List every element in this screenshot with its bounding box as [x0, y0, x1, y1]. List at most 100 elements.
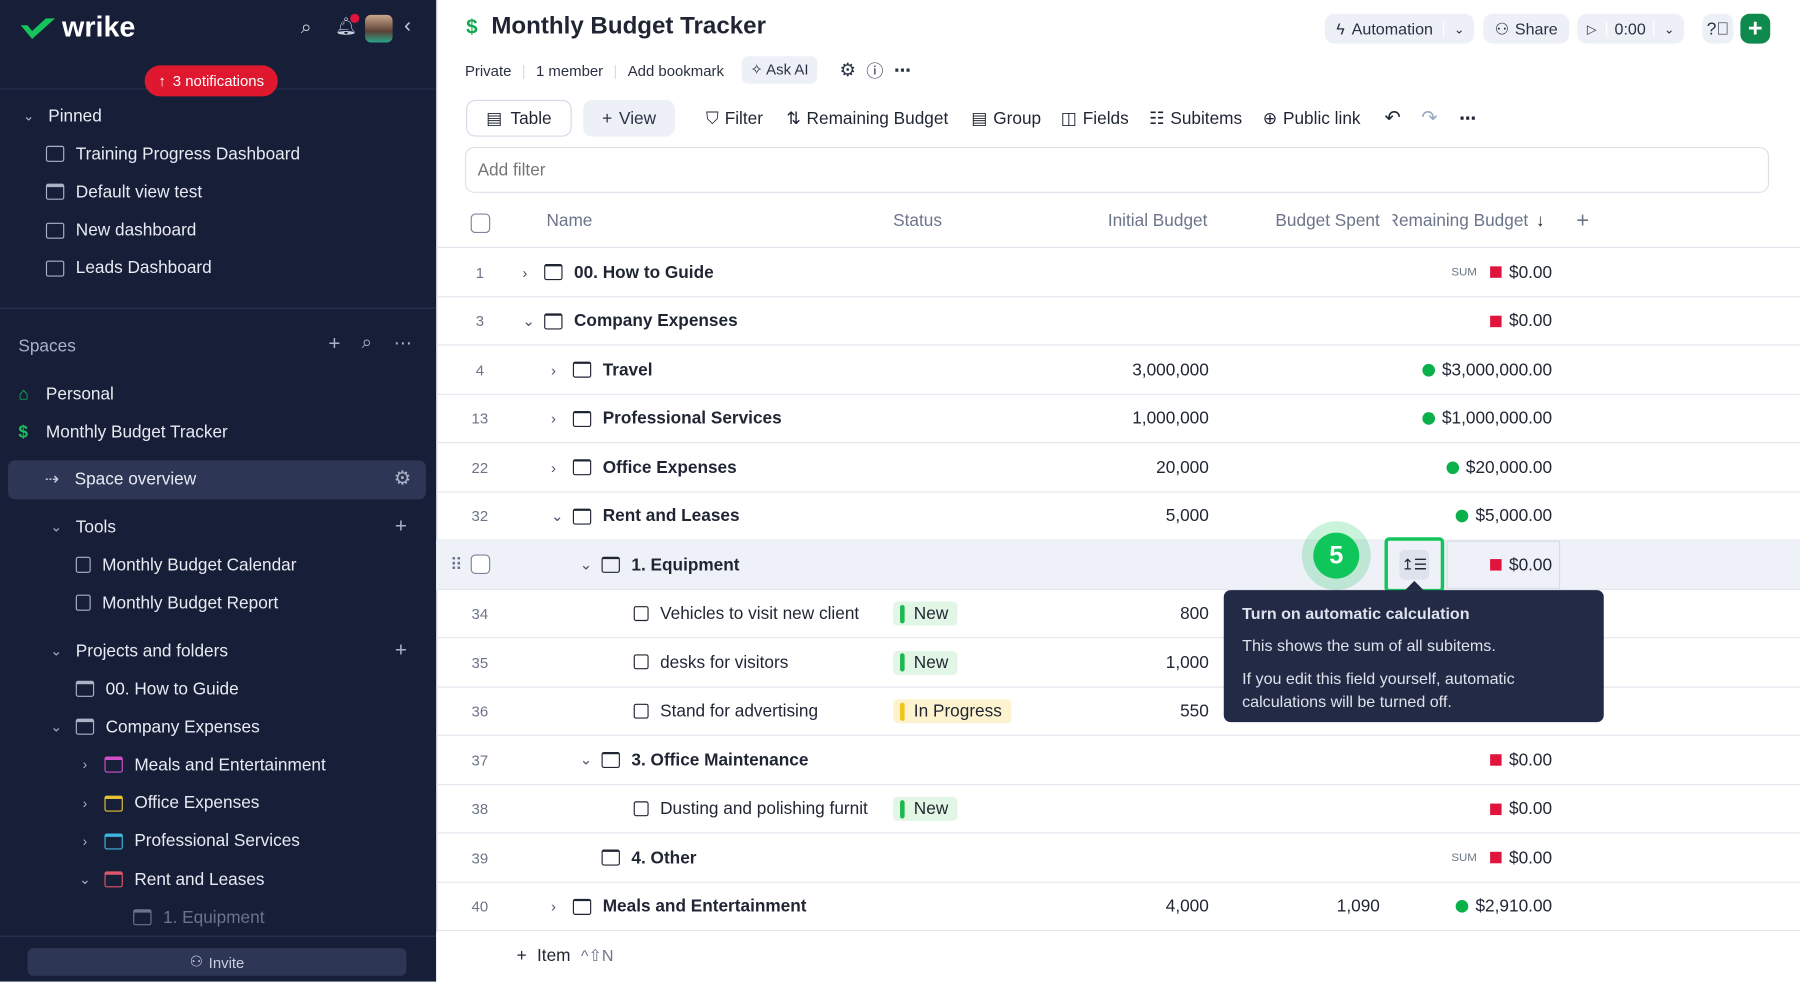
column-remaining-budget[interactable]: Remaining Budget: [1392, 211, 1528, 231]
pinned-item[interactable]: Training Progress Dashboard: [45, 137, 300, 171]
remaining-budget[interactable]: SUM $0.00: [1451, 262, 1553, 282]
privacy-button[interactable]: Private: [464, 61, 512, 79]
table-row[interactable]: ⠿ ⌄ 1. Equipment $0.00: [436, 540, 1800, 590]
space-personal[interactable]: ⌂ Personal: [18, 384, 114, 404]
select-all-checkbox[interactable]: [470, 213, 491, 234]
invite-button[interactable]: ⚇ Invite: [27, 948, 407, 976]
timer-control[interactable]: ▷ 0:00 ⌄: [1577, 13, 1685, 44]
drag-handle-icon[interactable]: ⠿: [450, 555, 463, 576]
item-name[interactable]: Stand for advertising: [660, 701, 819, 721]
project-tree-item[interactable]: › Meals and Entertainment: [77, 748, 326, 782]
budget-spent[interactable]: 1,090: [1336, 896, 1380, 917]
chevron-right-icon[interactable]: ›: [82, 833, 88, 850]
item-name[interactable]: desks for visitors: [660, 652, 789, 673]
pinned-item[interactable]: New dashboard: [45, 213, 196, 247]
item-name[interactable]: 3. Office Maintenance: [631, 750, 809, 770]
remaining-budget[interactable]: $20,000.00: [1446, 443, 1552, 491]
pinned-item[interactable]: Default view test: [45, 175, 202, 209]
tool-calendar[interactable]: Monthly Budget Calendar: [75, 548, 297, 582]
redo-icon[interactable]: ↷: [1421, 106, 1438, 129]
table-row[interactable]: 3 ⌄ Company Expenses $0.00: [436, 297, 1800, 346]
status-cell[interactable]: In Progress: [893, 687, 1012, 735]
remaining-budget[interactable]: $0.00: [1490, 541, 1552, 589]
status-cell[interactable]: New: [893, 589, 958, 637]
item-name[interactable]: Rent and Leases: [602, 506, 740, 526]
table-row[interactable]: 37 ⌄ 3. Office Maintenance $0.00: [436, 736, 1800, 785]
ask-ai-button[interactable]: ✧ Ask AI: [741, 56, 818, 84]
sort-desc-icon[interactable]: ↓: [1536, 211, 1545, 231]
project-tree-item[interactable]: 00. How to Guide: [48, 672, 239, 706]
chevron-right-icon[interactable]: ›: [551, 409, 557, 428]
table-row[interactable]: 1 › 00. How to Guide SUM $0.00: [436, 248, 1800, 297]
notifications-button[interactable]: ↑ 3 notifications: [144, 65, 278, 97]
chevron-right-icon[interactable]: ›: [551, 458, 557, 476]
chevron-down-icon[interactable]: ⌄: [522, 311, 535, 329]
add-bookmark-button[interactable]: Add bookmark: [627, 61, 724, 79]
remaining-budget[interactable]: $1,000,000.00: [1422, 394, 1552, 442]
chevron-right-icon[interactable]: ›: [551, 897, 557, 915]
chevron-down-icon[interactable]: ⌄: [1443, 21, 1474, 37]
table-row[interactable]: 22 › Office Expenses 20,000 $20,000.00: [436, 443, 1800, 492]
undo-icon[interactable]: ↶: [1384, 106, 1401, 129]
play-icon[interactable]: ▷: [1577, 21, 1608, 37]
chevron-right-icon[interactable]: ›: [551, 361, 557, 379]
chevron-right-icon[interactable]: ›: [82, 795, 88, 812]
subitems-button[interactable]: ☷ Subitems: [1149, 108, 1243, 129]
more-icon[interactable]: ⋯: [1459, 109, 1477, 129]
item-name[interactable]: Dusting and polishing furnit: [660, 799, 868, 819]
collapse-sidebar-icon[interactable]: ‹: [404, 13, 411, 37]
tools-section-toggle[interactable]: ⌄ Tools: [48, 510, 116, 544]
table-row[interactable]: 4 › Travel 3,000,000 $3,000,000.00: [436, 346, 1800, 395]
initial-budget[interactable]: 3,000,000: [1132, 359, 1209, 380]
initial-budget[interactable]: 4,000: [1165, 896, 1209, 917]
project-tree-item[interactable]: ⌄ Rent and Leases: [77, 862, 264, 896]
public-link-button[interactable]: ⊕ Public link: [1262, 108, 1361, 129]
filter-button[interactable]: ⛉ Filter: [706, 108, 763, 129]
remaining-budget[interactable]: $3,000,000.00: [1422, 346, 1552, 394]
table-row[interactable]: 13 › Professional Services 1,000,000 $1,000,…: [436, 394, 1800, 444]
avatar[interactable]: [365, 14, 393, 43]
remaining-budget[interactable]: $0.00: [1490, 785, 1552, 833]
initial-budget[interactable]: 1,000: [1165, 652, 1209, 673]
tool-report[interactable]: Monthly Budget Report: [75, 585, 278, 619]
table-row[interactable]: 32 ⌄ Rent and Leases 5,000 $5,000.00: [436, 492, 1800, 541]
create-button[interactable]: +: [1740, 13, 1771, 44]
auto-calculation-button[interactable]: ↥☰: [1399, 549, 1430, 580]
table-row[interactable]: 39 4. Other SUM $0.00: [436, 833, 1800, 883]
item-name[interactable]: Travel: [602, 359, 653, 380]
sort-button[interactable]: ⇅ Remaining Budget: [786, 108, 949, 129]
project-tree-item[interactable]: 1. Equipment: [106, 900, 264, 934]
initial-budget[interactable]: 1,000,000: [1132, 408, 1209, 429]
more-icon[interactable]: ⋯: [893, 60, 912, 81]
add-project-icon[interactable]: +: [394, 638, 407, 662]
initial-budget[interactable]: 550: [1180, 701, 1209, 721]
fields-button[interactable]: ◫ Fields: [1060, 108, 1129, 129]
project-tree-item[interactable]: › Office Expenses: [77, 786, 260, 820]
projects-section-toggle[interactable]: ⌄ Projects and folders: [48, 634, 228, 668]
tab-table[interactable]: ▤ Table: [466, 99, 572, 137]
share-button[interactable]: ⚇ Share: [1483, 13, 1570, 44]
chevron-down-icon[interactable]: ⌄: [579, 555, 593, 573]
table-row[interactable]: 38 Dusting and polishing furnit New $0.00: [436, 785, 1800, 834]
chevron-right-icon[interactable]: ›: [82, 756, 88, 774]
space-monthly-budget-tracker[interactable]: $ Monthly Budget Tracker: [18, 421, 228, 442]
chevron-right-icon[interactable]: ›: [522, 263, 528, 281]
remaining-budget[interactable]: SUM $0.00: [1451, 847, 1553, 868]
initial-budget[interactable]: 5,000: [1165, 506, 1209, 526]
column-status[interactable]: Status: [893, 211, 942, 231]
remaining-budget[interactable]: $0.00: [1490, 297, 1552, 345]
initial-budget[interactable]: 800: [1180, 603, 1209, 624]
members-button[interactable]: 1 member: [535, 61, 604, 79]
table-row[interactable]: 34 Vehicles to visit new client New 800: [436, 589, 1800, 639]
item-name[interactable]: 00. How to Guide: [574, 262, 714, 282]
group-button[interactable]: ▤ Group: [971, 108, 1042, 129]
chevron-down-icon[interactable]: ⌄: [579, 750, 593, 769]
wrike-logo[interactable]: wrike: [18, 11, 135, 44]
chevron-down-icon[interactable]: ⌄: [50, 718, 63, 735]
chevron-down-icon[interactable]: ⌄: [551, 506, 564, 525]
table-row[interactable]: 36 Stand for advertising In Progress 550: [436, 687, 1800, 736]
column-initial-budget[interactable]: Initial Budget: [1107, 211, 1208, 231]
gear-icon[interactable]: ⚙: [393, 467, 412, 490]
add-tool-icon[interactable]: +: [394, 514, 407, 538]
table-row[interactable]: 40 › Meals and Entertainment 4,000 1,090 $2,9…: [436, 882, 1800, 932]
